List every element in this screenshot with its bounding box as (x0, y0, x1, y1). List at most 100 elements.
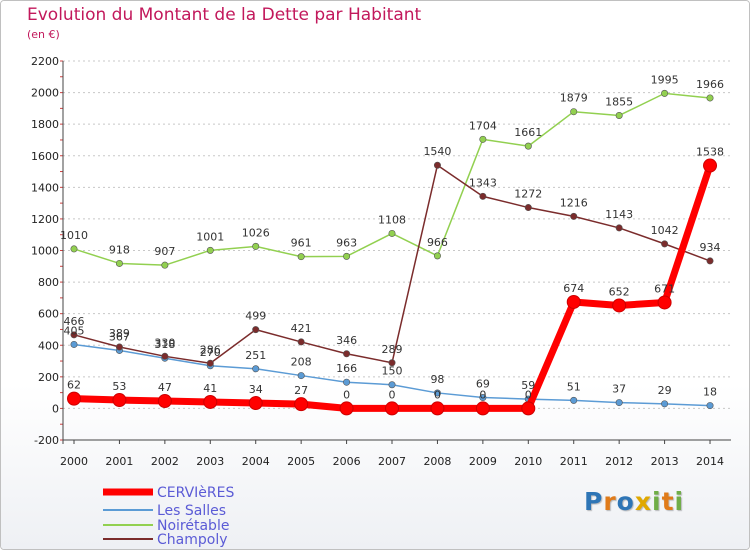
data-label: 1343 (469, 176, 497, 189)
x-tick-label: 2010 (514, 455, 542, 468)
data-point (430, 401, 445, 416)
data-label: 1855 (605, 95, 633, 108)
data-label: 0 (389, 388, 396, 401)
y-tick-label: -200 (34, 434, 59, 447)
data-label: 0 (525, 388, 532, 401)
data-label: 1001 (196, 230, 224, 243)
data-label: 37 (612, 383, 626, 396)
data-point (570, 108, 578, 116)
data-label: 1540 (423, 145, 451, 158)
data-label: 918 (109, 243, 130, 256)
data-label: 0 (434, 388, 441, 401)
data-label: 499 (245, 310, 266, 323)
data-label: 18 (703, 386, 717, 399)
data-label: 1995 (651, 73, 679, 86)
data-label: 289 (382, 343, 403, 356)
data-label: 69 (476, 378, 490, 391)
chart-title: Evolution du Montant de la Dette par Hab… (27, 5, 422, 25)
data-point (615, 399, 623, 407)
data-label: 1879 (560, 92, 588, 105)
logo-letter: i (674, 487, 685, 516)
data-point (339, 401, 354, 416)
y-tick-label: 1000 (31, 245, 59, 258)
data-label: 41 (203, 382, 217, 395)
data-point (343, 252, 351, 260)
y-tick-label: 400 (38, 339, 59, 352)
data-label: 405 (64, 324, 85, 337)
y-tick-label: 200 (38, 371, 59, 384)
proxiti-logo: Proxiti (584, 487, 684, 516)
data-label: 1108 (378, 213, 406, 226)
data-point (615, 111, 623, 119)
data-label: 1042 (651, 224, 679, 237)
x-tick-label: 2005 (287, 455, 315, 468)
data-point (206, 359, 214, 367)
data-point (157, 393, 172, 408)
data-point (388, 359, 396, 367)
data-point (661, 400, 669, 408)
data-label: 0 (343, 388, 350, 401)
data-point (252, 326, 260, 334)
x-tick-label: 2009 (469, 455, 497, 468)
data-label: 652 (609, 285, 630, 298)
data-label: 961 (291, 237, 312, 250)
data-label: 251 (245, 349, 266, 362)
data-label: 29 (658, 384, 672, 397)
data-label: 1026 (242, 226, 270, 239)
data-point (433, 389, 441, 397)
x-tick-label: 2014 (696, 455, 724, 468)
x-tick-label: 2002 (151, 455, 179, 468)
data-point (570, 396, 578, 404)
data-label: 34 (249, 383, 263, 396)
data-label: 907 (154, 245, 175, 258)
x-tick-label: 2000 (60, 455, 88, 468)
data-label: 1143 (605, 208, 633, 221)
legend-label-3: Champoly (157, 532, 228, 548)
x-tick-label: 2013 (651, 455, 679, 468)
logo-letter: i (652, 487, 662, 516)
data-point (252, 365, 260, 373)
x-tick-label: 2006 (333, 455, 361, 468)
data-label: 53 (112, 380, 126, 393)
data-point (433, 161, 441, 169)
data-point (115, 343, 123, 351)
data-point (703, 158, 718, 173)
data-point (433, 252, 441, 260)
data-point (115, 259, 123, 267)
legend-label-0: CERVIèRES (157, 485, 234, 501)
data-label: 963 (336, 236, 357, 249)
data-label: 150 (382, 365, 403, 378)
data-point (385, 401, 400, 416)
logo-letter: r (603, 487, 617, 516)
data-point (521, 401, 536, 416)
y-tick-label: 1800 (31, 118, 59, 131)
data-point (479, 192, 487, 200)
data-label: 330 (154, 336, 175, 349)
data-point (297, 338, 305, 346)
data-point (294, 397, 309, 412)
data-label: 934 (700, 241, 721, 254)
data-point (70, 245, 78, 253)
x-tick-label: 2001 (105, 455, 133, 468)
data-point (297, 253, 305, 261)
data-label: 367 (109, 330, 130, 343)
data-point (203, 394, 218, 409)
x-tick-label: 2007 (378, 455, 406, 468)
data-label: 1216 (560, 196, 588, 209)
data-point (570, 212, 578, 220)
data-point (706, 257, 714, 265)
data-label: 27 (294, 384, 308, 397)
data-label: 1661 (514, 126, 542, 139)
data-point (566, 294, 581, 309)
data-label: 208 (291, 356, 312, 369)
data-label: 51 (567, 380, 581, 393)
data-label: 966 (427, 236, 448, 249)
data-point (206, 246, 214, 254)
data-label: 466 (64, 315, 85, 328)
data-label: 270 (200, 346, 221, 359)
data-label: 421 (291, 322, 312, 335)
data-label: 1966 (696, 78, 724, 91)
data-point (661, 240, 669, 248)
